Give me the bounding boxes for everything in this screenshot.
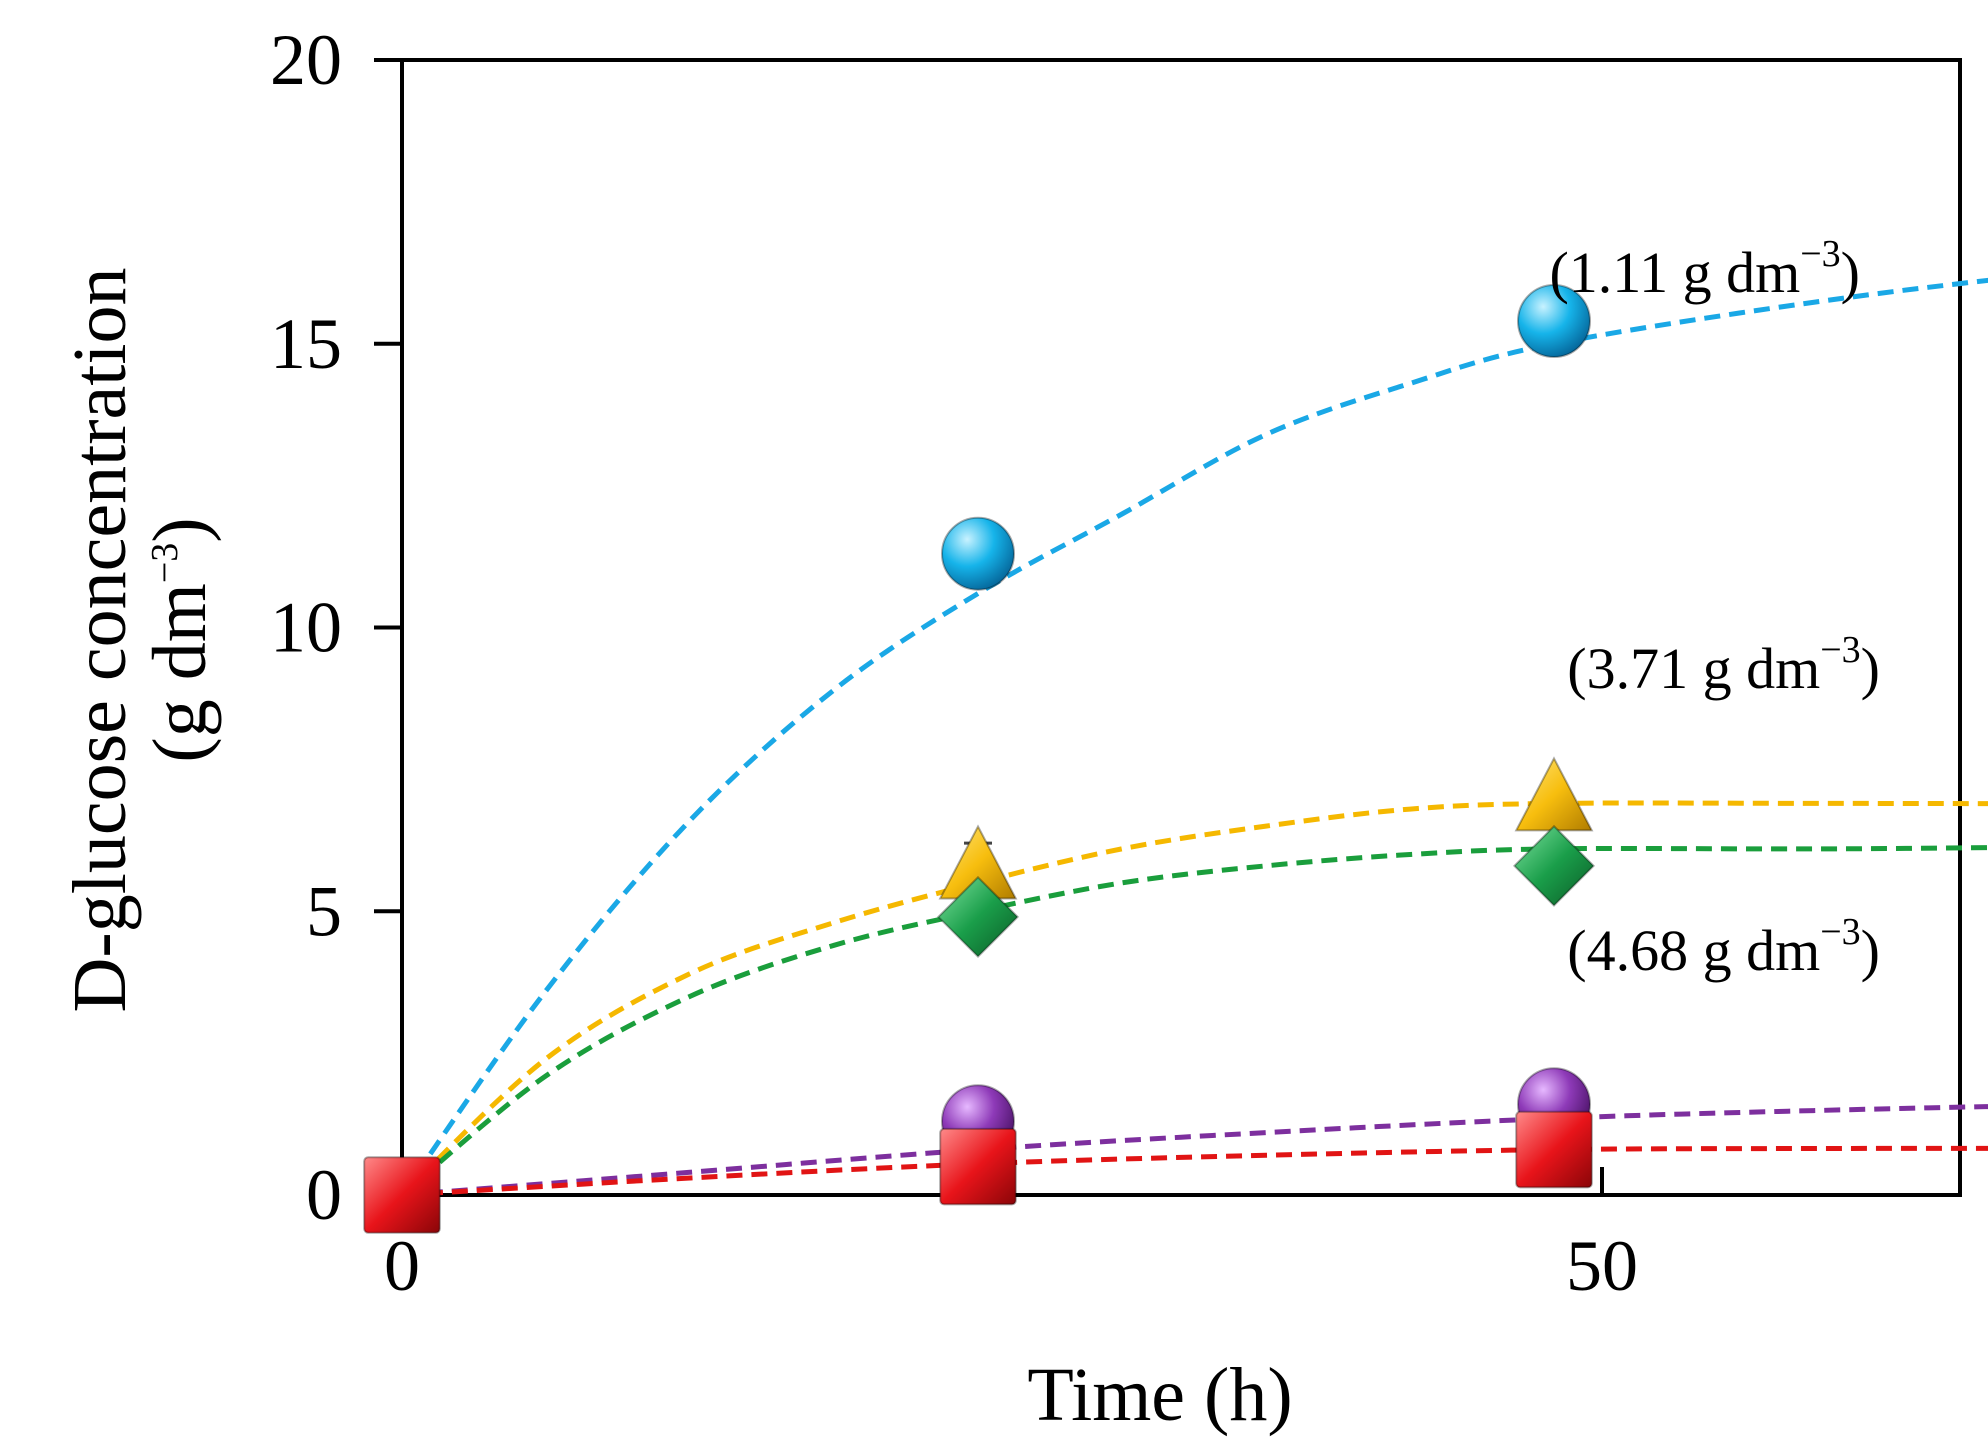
marker-cyan-1 [941,516,1015,591]
marker-red-2 [1515,1110,1593,1189]
y-tick-label-1: 5 [306,871,342,951]
marker-red-1 [939,1127,1017,1206]
annotation-yellow-suffix: ) [1861,636,1880,701]
y-tick-label-4: 20 [270,20,342,100]
marker-yellow-2 [1514,756,1594,832]
fit-curve-yellow [400,800,1988,1197]
y-unit-exponent: −3 [144,543,186,583]
annotation-cyan: (1.11 g dm−3) [1549,233,1860,305]
y-unit-prefix: (g dm [138,583,222,762]
fit-curve-red [401,1145,1988,1198]
data-markers [363,284,1596,1234]
x-axis-title: Time (h) [1027,1353,1292,1437]
annotation-yellow-prefix: (3.71 g dm [1567,636,1820,701]
y-axis-unit: (g dm−3) [138,517,222,762]
fit-curve-cyan [399,277,1988,1197]
y-tick-label-0: 0 [306,1155,342,1235]
fit-curve-purple [401,1104,1988,1198]
annotation-green-suffix: ) [1861,918,1880,983]
fit-curves [399,277,1988,1198]
annotation-green: (4.68 g dm−3) [1567,911,1880,983]
annotation-yellow: (3.71 g dm−3) [1567,629,1880,701]
marker-cyan-2 [1517,284,1591,359]
fit-curve-green [400,845,1988,1197]
annotation-cyan-exponent: −3 [1800,233,1840,275]
annotation-cyan-suffix: ) [1841,240,1860,305]
x-tick-label-0: 0 [384,1226,420,1306]
y-unit-suffix: ) [138,517,222,542]
marker-green-1 [936,875,1020,958]
y-axis-title: D-glucose concentration [58,268,142,1013]
annotation-yellow-exponent: −3 [1820,629,1860,671]
marker-green-2 [1512,824,1596,907]
axis-ticks: 05101520050100 [270,20,1638,1306]
x-tick-label-1: 50 [1566,1226,1638,1306]
y-tick-label-2: 10 [270,588,342,668]
marker-red-0 [363,1156,441,1234]
annotation-green-exponent: −3 [1820,911,1860,953]
annotation-cyan-prefix: (1.11 g dm [1549,240,1800,305]
annotation-green-prefix: (4.68 g dm [1567,918,1820,983]
y-tick-label-3: 15 [270,304,342,384]
